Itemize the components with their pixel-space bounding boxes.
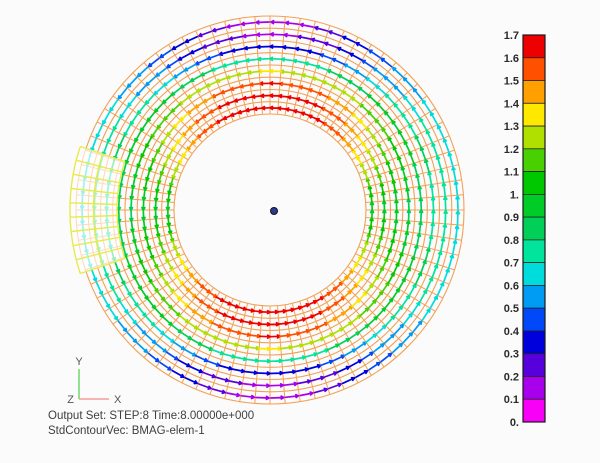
legend-label: 1.4 xyxy=(504,98,520,110)
y-axis-label: Y xyxy=(75,356,83,368)
legend-label: 0.3 xyxy=(504,349,519,361)
legend-label: 1.5 xyxy=(504,76,519,88)
legend-label: 1.1 xyxy=(504,167,519,179)
legend-color-block xyxy=(522,216,546,241)
legend-color-block xyxy=(522,307,546,332)
legend-color-block xyxy=(522,239,546,264)
legend-label: 0.1 xyxy=(504,394,519,406)
legend-label: 1.7 xyxy=(504,30,519,42)
legend-label: 0.4 xyxy=(504,326,520,338)
legend-color-block xyxy=(522,34,546,59)
legend-color-block xyxy=(522,80,546,104)
vector-arrows xyxy=(79,19,461,401)
legend-label: 1.2 xyxy=(504,144,519,156)
status-text: Output Set: STEP:8 Time:8.00000e+000 Std… xyxy=(48,409,254,438)
coil-overlay xyxy=(69,145,126,275)
legend-color-block xyxy=(522,102,546,127)
legend-label: 0. xyxy=(510,417,519,429)
legend-label: 0.9 xyxy=(504,212,519,224)
center-node xyxy=(270,207,278,215)
legend-color-block xyxy=(522,376,546,400)
axis-triad: Y X Z xyxy=(67,356,122,406)
legend-label: 0.7 xyxy=(504,258,519,270)
contour-vec-line: StdContourVec: BMAG-elem-1 xyxy=(48,424,205,437)
legend-color-block xyxy=(522,148,546,173)
legend-label: 1. xyxy=(510,189,519,201)
legend-color-block xyxy=(522,193,546,218)
z-axis-label: Z xyxy=(67,394,74,406)
legend-color-block xyxy=(522,57,546,81)
legend-label: 0.5 xyxy=(504,303,519,315)
legend-color-block xyxy=(522,330,546,355)
legend-color-block xyxy=(522,262,546,286)
legend-tick-labels: 1.7 1.6 1.5 1.4 1.3 1.2 1.1 1. 0.9 0.8 0.7 0.6 0.5 0.… xyxy=(504,30,520,429)
mesh-grid xyxy=(75,15,465,405)
output-set-line: Output Set: STEP:8 Time:8.00000e+000 xyxy=(48,410,255,422)
legend-color-bar xyxy=(522,34,546,423)
legend-color-block xyxy=(522,398,546,423)
legend-color-block xyxy=(522,353,546,377)
legend-label: 0.6 xyxy=(504,280,519,292)
legend-color-block xyxy=(522,171,546,195)
legend-label: 1.6 xyxy=(504,53,519,65)
legend-label: 1.3 xyxy=(504,121,519,133)
legend-color-block xyxy=(522,284,546,309)
legend-label: 0.8 xyxy=(504,235,519,247)
legend-color-block xyxy=(522,125,546,150)
x-axis-label: X xyxy=(114,394,122,406)
legend-label: 0.2 xyxy=(504,372,519,384)
